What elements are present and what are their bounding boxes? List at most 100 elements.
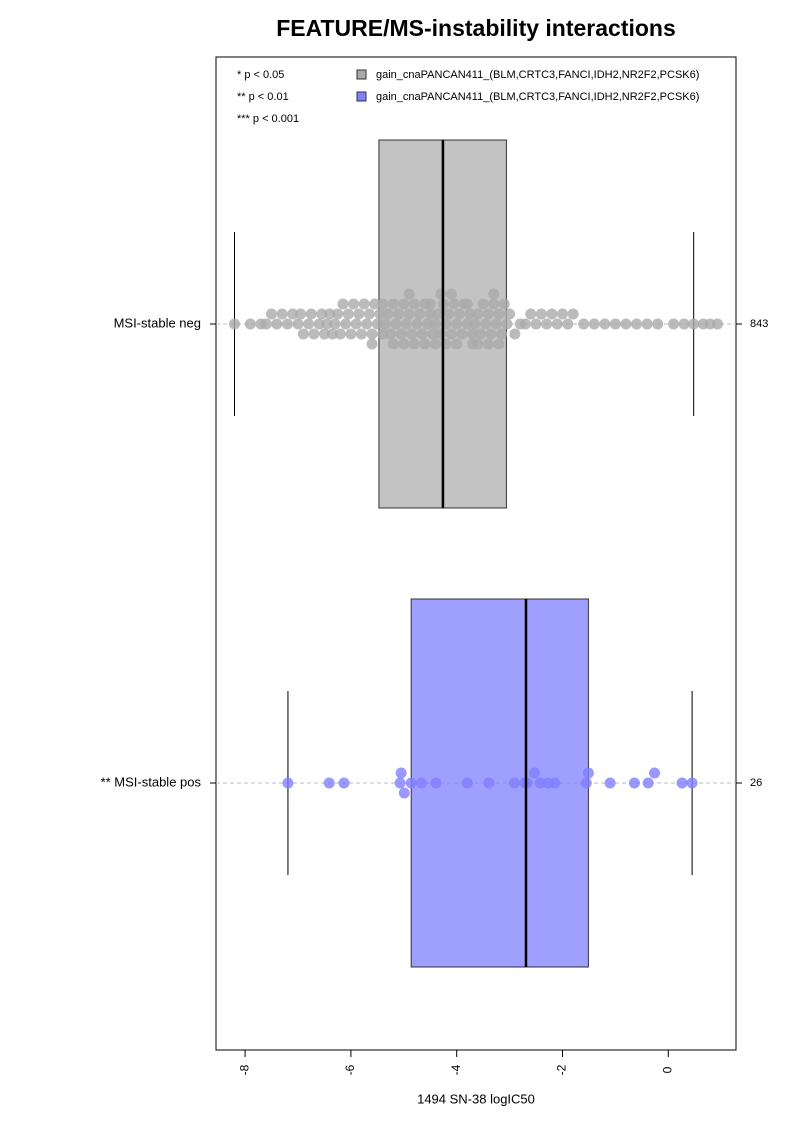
point	[588, 318, 600, 330]
point	[534, 777, 546, 789]
point	[430, 777, 442, 789]
point	[519, 318, 531, 330]
point	[292, 318, 304, 330]
point	[394, 777, 406, 789]
point	[435, 328, 447, 340]
point	[453, 308, 465, 320]
point	[525, 308, 537, 320]
point	[483, 777, 495, 789]
point	[432, 308, 444, 320]
point	[711, 318, 723, 330]
point	[371, 318, 383, 330]
point	[358, 298, 370, 310]
point	[281, 318, 293, 330]
point	[567, 308, 579, 320]
point	[348, 298, 360, 310]
point	[549, 777, 561, 789]
point	[363, 308, 375, 320]
point	[266, 308, 278, 320]
point	[474, 328, 486, 340]
category-label: ** MSI-stable pos	[101, 774, 202, 789]
point	[504, 308, 516, 320]
point	[385, 328, 397, 340]
significance-note: ** p < 0.01	[237, 91, 289, 103]
point	[556, 308, 568, 320]
point	[641, 318, 653, 330]
point	[369, 298, 381, 310]
point	[642, 777, 654, 789]
point	[464, 308, 476, 320]
point	[424, 308, 436, 320]
point	[599, 318, 611, 330]
count-label: 843	[750, 318, 768, 330]
point	[326, 328, 338, 340]
point	[411, 318, 423, 330]
point	[493, 338, 505, 350]
point	[535, 308, 547, 320]
point	[334, 328, 346, 340]
point	[282, 777, 294, 789]
point	[467, 328, 479, 340]
point	[427, 328, 439, 340]
point	[445, 328, 457, 340]
point	[316, 308, 328, 320]
point	[480, 318, 492, 330]
point	[405, 777, 417, 789]
plot-frame	[215, 56, 737, 1051]
point	[686, 777, 698, 789]
legend-swatch	[356, 91, 367, 102]
point	[379, 318, 391, 330]
point	[321, 318, 333, 330]
point	[668, 318, 680, 330]
point	[488, 298, 500, 310]
point	[472, 308, 484, 320]
point	[461, 298, 473, 310]
point	[400, 318, 412, 330]
point	[562, 318, 574, 330]
point	[528, 767, 540, 779]
point	[678, 318, 690, 330]
point	[482, 338, 494, 350]
point	[318, 328, 330, 340]
point	[366, 328, 378, 340]
point	[485, 328, 497, 340]
point	[451, 318, 463, 330]
point	[374, 308, 386, 320]
point	[604, 777, 616, 789]
point	[324, 308, 336, 320]
point	[340, 318, 352, 330]
x-tick-label: -2	[555, 1064, 569, 1075]
point	[408, 298, 420, 310]
point	[355, 328, 367, 340]
point	[276, 308, 288, 320]
point	[443, 308, 455, 320]
point	[390, 318, 402, 330]
point	[395, 767, 407, 779]
point	[323, 777, 335, 789]
legend-swatch	[356, 69, 367, 80]
point	[530, 318, 542, 330]
point	[415, 777, 427, 789]
point	[408, 338, 420, 350]
point	[490, 318, 502, 330]
point	[403, 288, 415, 300]
point	[496, 328, 508, 340]
point	[551, 318, 563, 330]
point	[398, 298, 410, 310]
point	[303, 318, 315, 330]
point	[287, 308, 299, 320]
point	[467, 338, 479, 350]
point	[406, 328, 418, 340]
point	[393, 308, 405, 320]
point	[338, 777, 350, 789]
point	[508, 777, 520, 789]
point	[582, 767, 594, 779]
point	[422, 318, 434, 330]
point	[652, 318, 664, 330]
legend-label: gain_cnaPANCAN411_(BLM,CRTC3,FANCI,IDH2,…	[376, 69, 699, 81]
point	[329, 318, 341, 330]
point	[398, 338, 410, 350]
point	[469, 318, 481, 330]
point	[541, 318, 553, 330]
point	[366, 338, 378, 350]
